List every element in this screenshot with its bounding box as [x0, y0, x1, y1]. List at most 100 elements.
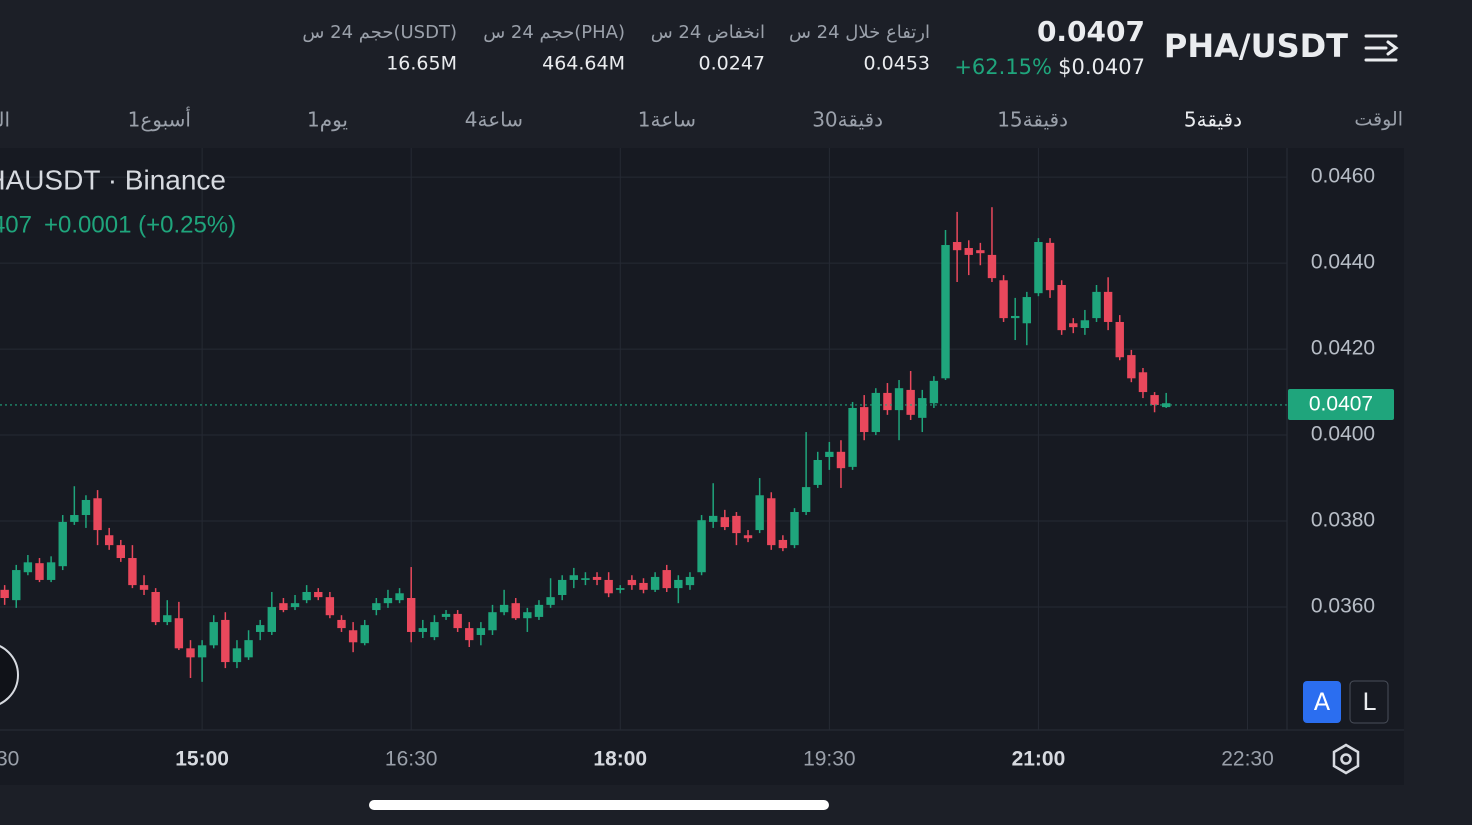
candle-body [813, 459, 822, 485]
log-button[interactable] [1349, 680, 1389, 724]
y-tick-label: 0.0420 [1311, 337, 1375, 360]
stat-value: 464.64M [542, 53, 625, 75]
tab[interactable]: 1يوم [307, 108, 348, 132]
candle-body [546, 597, 555, 605]
candle-body [70, 515, 79, 522]
candle-body [848, 407, 857, 467]
candle-body [244, 640, 253, 658]
candle-body [871, 392, 881, 433]
candle-body [627, 579, 637, 586]
candle-body [139, 585, 149, 590]
x-tick-label: 18:00 [593, 748, 647, 771]
candle-body [534, 604, 544, 617]
stat-label: انخفاض 24 س [651, 22, 765, 43]
log-button-label: L [1362, 688, 1376, 716]
candle-body [1127, 355, 1136, 379]
candle-body [999, 280, 1008, 319]
stat-label: حجم 24 س(PHA) [483, 22, 625, 43]
candle-body [708, 515, 718, 522]
y-tick-label: 0.0460 [1311, 165, 1375, 188]
candle-body [1010, 315, 1020, 319]
usd-price: $0.0407 [1058, 55, 1145, 79]
candle-body [836, 451, 846, 469]
tab-label: الوقت [1354, 109, 1403, 131]
candle-body [279, 603, 288, 611]
candle-body [1069, 323, 1078, 328]
y-tick-label: 0.0360 [1311, 595, 1375, 618]
tab[interactable]: 15دقيقة [997, 108, 1068, 132]
auto-button[interactable] [1303, 681, 1341, 723]
candle-body [952, 242, 962, 251]
candle-body [1138, 372, 1148, 393]
candle-body [929, 380, 939, 404]
pair: PHA/USDT [1164, 27, 1348, 65]
stat-label: حجم 24 س(USDT) [302, 22, 457, 43]
stat-value: 0.0247 [699, 53, 765, 75]
tab-active[interactable]: 5دقيقة [1184, 108, 1242, 132]
candle-body [767, 498, 776, 546]
candle-body [255, 625, 265, 632]
candle-body [755, 495, 764, 531]
x-tick-label: 21:00 [1012, 748, 1066, 771]
chart-panel [0, 148, 1404, 785]
stat-value: 16.65M [386, 53, 457, 75]
menu-icon[interactable] [1364, 34, 1399, 62]
candle-body [453, 613, 462, 629]
price: 0.0407 [1037, 15, 1145, 48]
candle-body [372, 603, 381, 611]
logo-badge [0, 645, 19, 705]
legend-price: 0.0407 [0, 211, 32, 238]
settings-icon[interactable] [1332, 743, 1360, 775]
home-indicator [369, 800, 829, 810]
candle-body [406, 598, 416, 632]
candle-body [221, 619, 230, 663]
candle-body [883, 392, 892, 411]
candle-body [104, 535, 114, 546]
candle-body [0, 589, 9, 599]
candle-body [395, 593, 404, 601]
candle-body [81, 499, 91, 516]
candle-body [383, 598, 393, 604]
candle-body [465, 628, 474, 641]
change: +62.15% [954, 55, 1052, 79]
candle-body [337, 619, 346, 629]
tab[interactable]: 30دقيقة [812, 108, 883, 132]
candle-body [941, 245, 950, 379]
x-tick-label: 16:30 [385, 748, 438, 771]
candle-body [650, 576, 660, 590]
candle-body [476, 628, 486, 635]
candle-body [1103, 291, 1113, 322]
stat-label: ارتفاع خلال 24 س [789, 22, 930, 43]
candle-body [174, 618, 184, 649]
candle-body [151, 591, 160, 623]
tab[interactable]: 4ساعة [465, 108, 523, 132]
candle-body [290, 603, 300, 608]
tab[interactable]: 1ساعة [638, 108, 696, 132]
candle-body [778, 539, 788, 549]
candle-body [616, 588, 625, 590]
candle-body [1080, 320, 1090, 328]
candle-body [35, 563, 44, 580]
candle-body [314, 591, 323, 598]
candle-body [732, 515, 741, 534]
candle-body [697, 520, 706, 573]
last-price-box [1288, 388, 1394, 420]
stat-value: 0.0453 [864, 53, 930, 75]
candle-body [186, 648, 195, 658]
candle-body [1057, 285, 1066, 331]
candle-body [488, 612, 497, 631]
tab[interactable]: المزيد [0, 108, 10, 132]
y-tick-label: 0.0440 [1311, 251, 1375, 274]
candle-body [360, 625, 369, 644]
candle-body [163, 615, 172, 623]
candle-body [662, 570, 671, 589]
y-tick-label: 0.0400 [1311, 423, 1375, 446]
candle-body [302, 591, 311, 601]
tab[interactable]: 1أسبوع [128, 107, 191, 132]
x-tick-label: 22:30 [1221, 748, 1274, 771]
candle-body [209, 622, 218, 646]
candle-body [197, 645, 207, 658]
candle-body [639, 582, 648, 590]
